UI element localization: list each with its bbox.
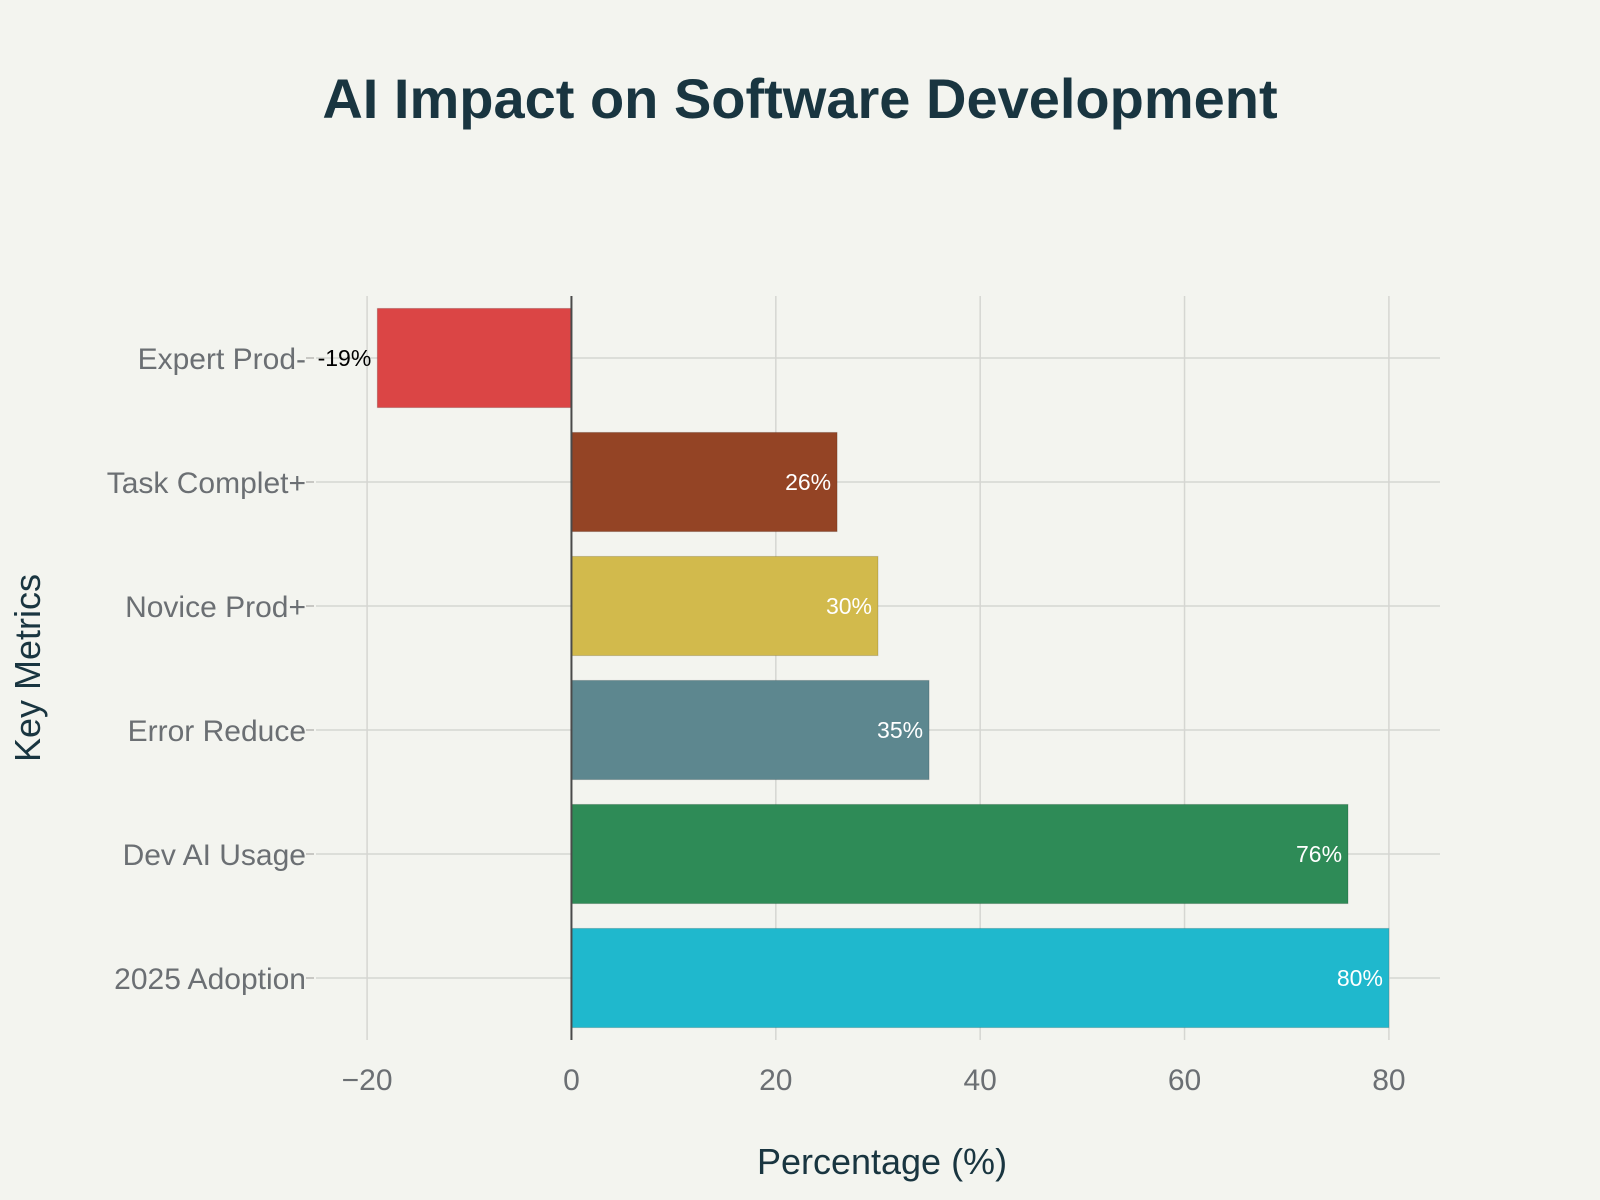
data-label: -19%: [318, 345, 372, 371]
y-tick-label: Task Complet+: [107, 467, 306, 500]
x-tick-label: 40: [963, 1064, 996, 1097]
bar: [570, 927, 1390, 1029]
x-tick-label: 80: [1372, 1064, 1405, 1097]
x-axis-title: Percentage (%): [757, 1141, 1007, 1182]
x-tick-label: 60: [1168, 1064, 1201, 1097]
y-tick-label: Error Reduce: [128, 715, 306, 748]
y-tick-label: Expert Prod-: [138, 343, 306, 376]
data-label: 30%: [826, 593, 872, 619]
x-tick-label: 20: [759, 1064, 792, 1097]
y-axis-title: Key Metrics: [7, 574, 48, 762]
y-axis-tick-labels: Expert Prod- Task Complet+ Novice Prod+ Err…: [107, 343, 306, 996]
chart-title: AI Impact on Software Development: [322, 67, 1277, 130]
y-tick-label: Dev AI Usage: [123, 839, 306, 872]
x-axis-tick-labels: −20 0 20 40 60 80: [342, 1064, 1406, 1097]
x-tick-label: 0: [563, 1064, 580, 1097]
x-tick-label: −20: [342, 1064, 393, 1097]
data-label: 80%: [1337, 965, 1383, 991]
bar: [570, 431, 838, 533]
data-label: 35%: [877, 717, 923, 743]
y-tick-label: 2025 Adoption: [114, 963, 306, 996]
data-label: 26%: [785, 469, 831, 495]
y-tick-label: Novice Prod+: [125, 591, 306, 624]
bar: [570, 679, 930, 781]
bar: [570, 803, 1349, 905]
bars: [376, 307, 1390, 1029]
data-label: 76%: [1296, 841, 1342, 867]
data-labels: -19% 26% 30% 35% 76% 80%: [318, 345, 1383, 991]
bar: [376, 307, 572, 409]
